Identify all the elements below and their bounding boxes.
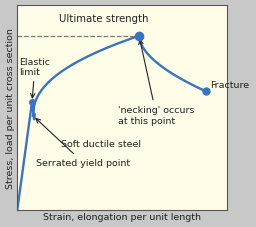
Text: Soft ductile steel: Soft ductile steel: [61, 140, 141, 148]
X-axis label: Strain, elongation per unit length: Strain, elongation per unit length: [43, 212, 201, 222]
Text: Ultimate strength: Ultimate strength: [59, 14, 149, 24]
Text: Elastic
limit: Elastic limit: [19, 57, 50, 99]
Text: Serrated yield point: Serrated yield point: [36, 119, 130, 168]
Text: Fracture: Fracture: [210, 81, 250, 90]
Text: 'necking' occurs
at this point: 'necking' occurs at this point: [118, 41, 195, 125]
Y-axis label: Stress, load per unit cross section: Stress, load per unit cross section: [6, 27, 15, 188]
